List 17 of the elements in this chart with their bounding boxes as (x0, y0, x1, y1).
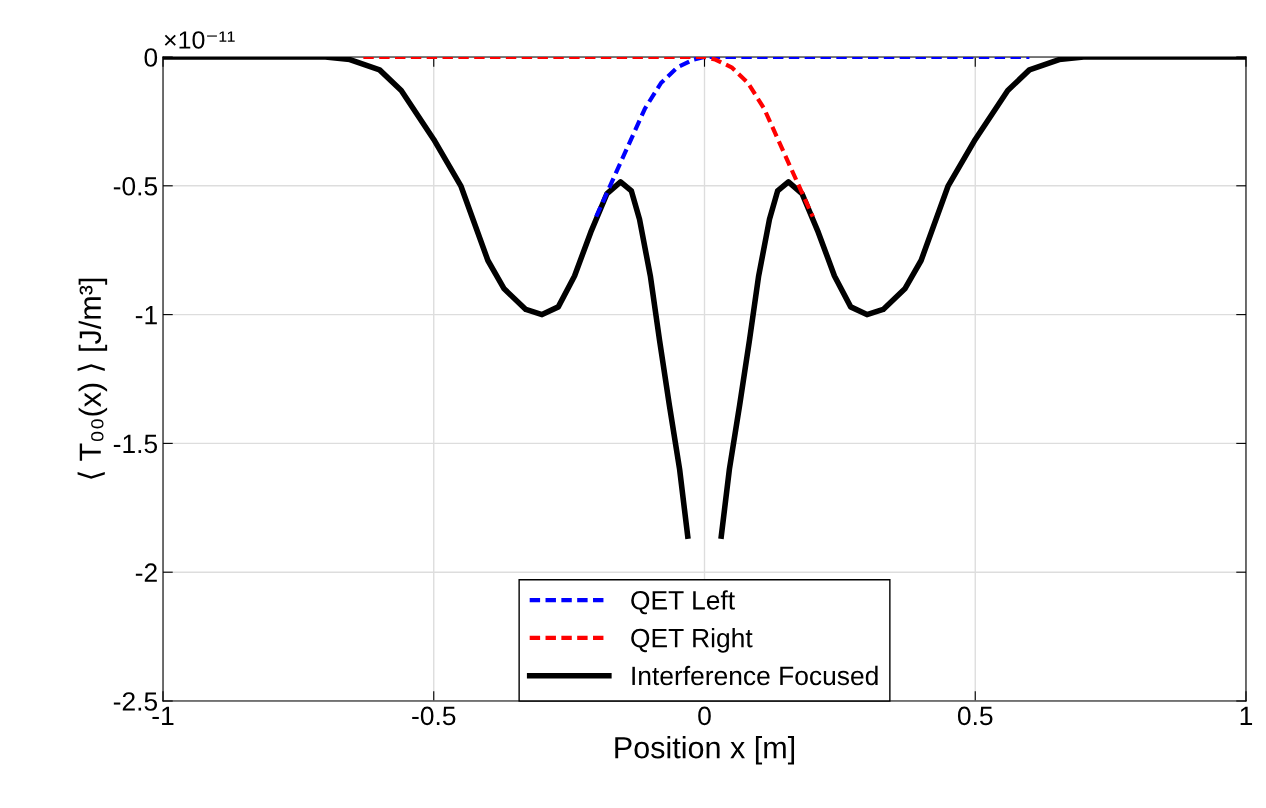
y-tick-label: -1 (135, 306, 157, 325)
line-series (361, 57, 815, 219)
y-axis-title: ⟨ T₀₀(x) ⟩ [J/m³] (77, 278, 108, 479)
y-tick-label: -1.5 (113, 434, 158, 454)
x-tick-label: 0 (698, 706, 711, 726)
y-tick-label: -2 (135, 563, 157, 582)
x-tick-label: 0.5 (957, 706, 993, 726)
x-axis-title: Position x [m] (615, 736, 795, 765)
legend-label: Interference Focused (632, 665, 878, 686)
text: ×10⁻¹¹ (164, 31, 235, 49)
legend-label: QET Right (631, 628, 753, 653)
x-tick-label: 1 (1240, 706, 1253, 725)
line-series (594, 57, 1032, 219)
x-tick-label: -0.5 (412, 706, 456, 726)
y-tick-label: 0 (144, 48, 158, 67)
legend-label: QET Left (631, 590, 735, 615)
y-tick-label: -0.5 (113, 176, 158, 196)
